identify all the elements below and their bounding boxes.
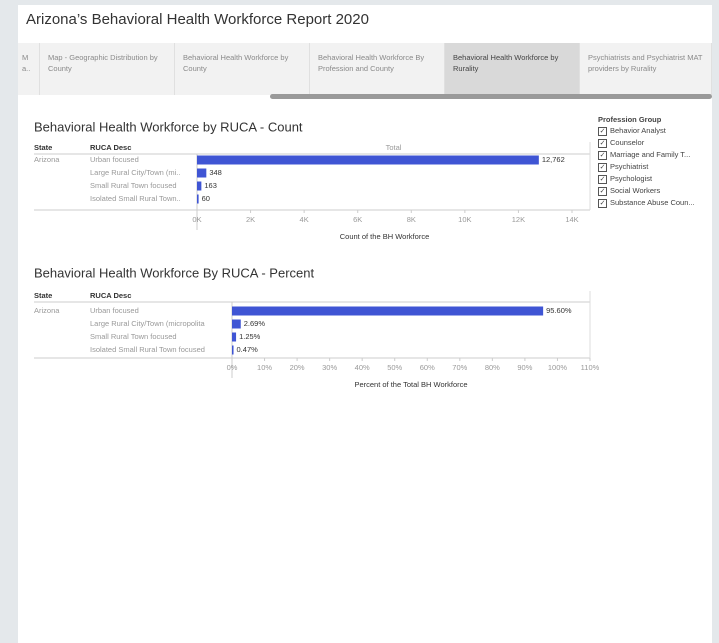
legend-item[interactable]: ✓ Counselor [598,137,710,149]
x-tick-label: 14K [565,215,578,224]
checkbox[interactable]: ✓ [598,174,607,184]
column-header: State [34,143,52,152]
chart-title: Behavioral Health Workforce by RUCA - Co… [34,119,303,134]
value-label: 95.60% [546,306,572,315]
checkbox[interactable]: ✓ [598,138,607,148]
x-tick-label: 70% [452,363,467,372]
x-tick-label: 0K [192,215,201,224]
x-axis-title: Percent of the Total BH Workforce [354,380,467,389]
measure-header: Total [386,143,402,152]
legend: Profession Group ✓ Behavior Analyst ✓ Couns… [598,115,710,209]
value-label: 163 [204,181,217,190]
x-tick-label: 40% [355,363,370,372]
x-tick-label: 100% [548,363,568,372]
category-label: Small Rural Town focused [90,332,177,341]
legend-title: Profession Group [598,115,662,124]
x-tick-label: 90% [517,363,532,372]
x-tick-label: 60% [420,363,435,372]
column-header: RUCA Desc [90,143,131,152]
category-label: Large Rural City/Town (mi.. [90,168,180,177]
value-label: 1.25% [239,332,261,341]
x-tick-label: 110% [581,363,600,372]
tab-bar: M a.. Map - Geographic Distribution by Co… [18,43,712,95]
legend-item[interactable]: ✓ Substance Abuse Coun... [598,197,710,209]
x-tick-label: 20% [290,363,305,372]
x-tick-label: 8K [407,215,416,224]
tab[interactable]: Behavioral Health Workforce by County [175,43,310,95]
scrollbar[interactable] [270,94,712,99]
tab[interactable]: Behavioral Health Workforce By Professio… [310,43,445,95]
value-label: 60 [202,194,210,203]
tab[interactable]: M a.. [18,43,40,95]
state-label: Arizona [34,306,60,315]
checkbox[interactable]: ✓ [598,150,607,160]
legend-label: Social Workers [610,186,661,195]
x-tick-label: 0% [227,363,238,372]
bar [232,306,544,316]
legend-label: Behavior Analyst [610,126,666,135]
legend-item[interactable]: ✓ Psychologist [598,173,710,185]
x-tick-label: 12K [512,215,525,224]
x-tick-label: 30% [322,363,337,372]
bar [232,332,237,342]
state-label: Arizona [34,155,60,164]
bar [197,155,539,165]
bar [197,181,202,191]
x-tick-label: 10% [257,363,272,372]
value-label: 12,762 [542,155,565,164]
tab[interactable]: Behavioral Health Workforce by Rurality [445,43,580,95]
bar [197,194,199,204]
bar [232,319,241,329]
checkbox[interactable]: ✓ [598,126,607,136]
legend-item[interactable]: ✓ Marriage and Family T... [598,149,710,161]
x-axis-title: Count of the BH Workforce [340,232,429,241]
page-title: Arizona’s Behavioral Health Workforce Re… [26,11,369,28]
category-label: Urban focused [90,306,139,315]
checkbox[interactable]: ✓ [598,162,607,172]
legend-item[interactable]: ✓ Social Workers [598,185,710,197]
x-tick-label: 80% [485,363,500,372]
bar [197,168,207,178]
category-label: Urban focused [90,155,139,164]
legend-item[interactable]: ✓ Psychiatrist [598,161,710,173]
column-header: RUCA Desc [90,291,131,300]
category-label: Isolated Small Rural Town focused [90,345,205,354]
x-tick-label: 50% [387,363,402,372]
category-label: Small Rural Town focused [90,181,177,190]
checkbox[interactable]: ✓ [598,198,607,208]
charts: Behavioral Health Workforce by RUCA - Co… [34,119,600,389]
bar [232,345,234,355]
column-header: State [34,291,52,300]
value-label: 348 [209,168,222,177]
tab[interactable]: Psychiatrists and Psychiatrist MAT provi… [580,43,712,95]
legend-label: Psychologist [610,174,653,183]
x-tick-label: 10K [458,215,471,224]
category-label: Isolated Small Rural Town.. [90,194,181,203]
dashboard: Arizona’s Behavioral Health Workforce Re… [18,5,712,643]
value-label: 2.69% [244,319,266,328]
x-tick-label: 6K [353,215,362,224]
checkbox[interactable]: ✓ [598,186,607,196]
chart-title: Behavioral Health Workforce By RUCA - Pe… [34,265,314,280]
legend-label: Substance Abuse Coun... [610,198,695,207]
x-tick-label: 2K [246,215,255,224]
legend-label: Counselor [610,138,645,147]
value-label: 0.47% [237,345,259,354]
category-label: Large Rural City/Town (micropolita [90,319,205,328]
x-tick-label: 4K [300,215,309,224]
legend-label: Marriage and Family T... [610,150,691,159]
tab[interactable]: Map - Geographic Distribution by County [40,43,175,95]
legend-item[interactable]: ✓ Behavior Analyst [598,125,710,137]
legend-label: Psychiatrist [610,162,649,171]
